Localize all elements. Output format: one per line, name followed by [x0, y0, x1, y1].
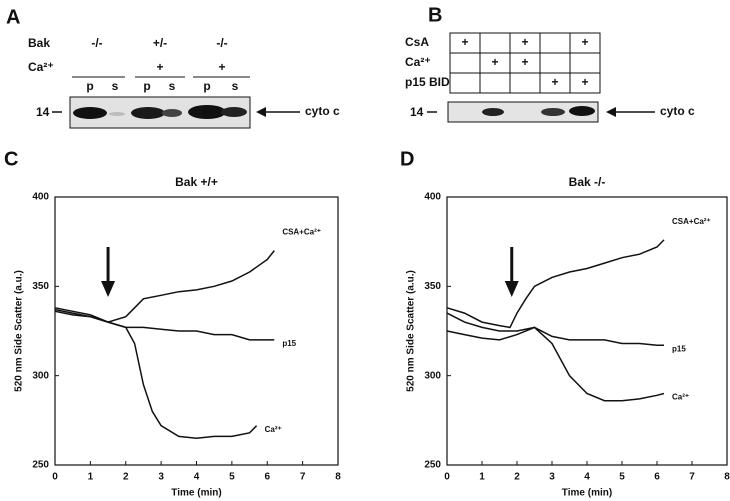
lane-label: s — [169, 79, 176, 93]
lane-label: s — [232, 79, 239, 93]
y-tick-label: 350 — [424, 281, 441, 292]
series-label: Ca²⁺ — [672, 393, 689, 402]
panel-letter: D — [400, 148, 414, 170]
condition-mark: + — [461, 35, 468, 49]
lane-label: p — [143, 79, 150, 93]
x-tick-label: 8 — [335, 472, 341, 483]
blot — [427, 101, 655, 123]
row-label: CsA — [405, 35, 429, 49]
x-tick-label: 7 — [300, 472, 306, 483]
lane-label: p — [203, 79, 210, 93]
genotype-label: +/- — [153, 36, 167, 50]
x-tick-label: 8 — [724, 472, 730, 483]
marker-label: 14 — [410, 105, 424, 119]
data-line — [54, 310, 258, 439]
x-tick-label: 0 — [444, 472, 450, 483]
row-label: Bak — [28, 36, 50, 50]
y-axis-label: 520 nm Side Scatter (a.u.) — [406, 270, 417, 392]
condition-table — [449, 32, 601, 94]
data-line — [446, 326, 665, 402]
y-tick-label: 300 — [424, 370, 441, 381]
condition-mark: + — [551, 75, 558, 89]
arrow-head — [504, 281, 519, 297]
x-tick-label: 0 — [52, 472, 58, 483]
chart-title: Bak -/- — [569, 175, 606, 189]
x-axis-label: Time (min) — [562, 488, 612, 499]
row-label: p15 BID — [405, 75, 450, 89]
series-label: Ca²⁺ — [265, 425, 282, 434]
x-tick-label: 5 — [619, 472, 625, 483]
series-label: CSA+Ca²⁺ — [282, 228, 321, 237]
x-tick-label: 4 — [194, 472, 200, 483]
blot — [52, 76, 300, 129]
condition-mark: + — [521, 35, 528, 49]
y-tick-label: 250 — [32, 460, 49, 471]
condition-mark: + — [581, 35, 588, 49]
condition-mark: + — [581, 75, 588, 89]
x-tick-label: 1 — [479, 472, 485, 483]
condition-mark: + — [521, 55, 528, 69]
band-label: cyto c — [660, 104, 695, 118]
data-line — [446, 239, 665, 329]
y-tick-label: 300 — [32, 370, 49, 381]
row-label: Ca²⁺ — [28, 60, 54, 74]
x-tick-label: 3 — [549, 472, 555, 483]
x-axis-label: Time (min) — [171, 488, 221, 499]
data-line — [54, 250, 275, 323]
calcium-mark: + — [218, 60, 225, 74]
row-label: Ca²⁺ — [405, 55, 431, 69]
chart-title: Bak +/+ — [175, 175, 218, 189]
genotype-label: -/- — [216, 36, 227, 50]
panel-letter: A — [6, 6, 20, 28]
series-label: p15 — [282, 339, 296, 348]
panel-letter: B — [428, 4, 442, 26]
marker-label: 14 — [36, 105, 50, 119]
data-line — [446, 312, 664, 347]
x-tick-label: 2 — [514, 472, 520, 483]
x-tick-label: 5 — [229, 472, 235, 483]
x-tick-label: 2 — [123, 472, 129, 483]
genotype-label: -/- — [91, 36, 102, 50]
x-tick-label: 6 — [264, 472, 270, 483]
series-label: p15 — [672, 344, 686, 353]
x-tick-label: 7 — [689, 472, 695, 483]
y-tick-label: 250 — [424, 460, 441, 471]
y-tick-label: 400 — [32, 192, 49, 203]
y-tick-label: 400 — [424, 192, 441, 203]
plot-frame — [446, 196, 728, 466]
series-label: CSA+Ca²⁺ — [672, 217, 711, 226]
x-tick-label: 4 — [584, 472, 590, 483]
y-axis-label: 520 nm Side Scatter (a.u.) — [14, 270, 25, 392]
lane-label: p — [86, 79, 93, 93]
arrow-head — [101, 281, 116, 297]
x-tick-label: 3 — [158, 472, 164, 483]
lane-label: s — [112, 79, 119, 93]
x-tick-label: 6 — [654, 472, 660, 483]
condition-mark: + — [491, 55, 498, 69]
panel-letter: C — [4, 148, 18, 170]
y-tick-label: 350 — [32, 281, 49, 292]
x-tick-label: 1 — [88, 472, 94, 483]
band-label: cyto c — [305, 104, 340, 118]
calcium-mark: + — [156, 60, 163, 74]
